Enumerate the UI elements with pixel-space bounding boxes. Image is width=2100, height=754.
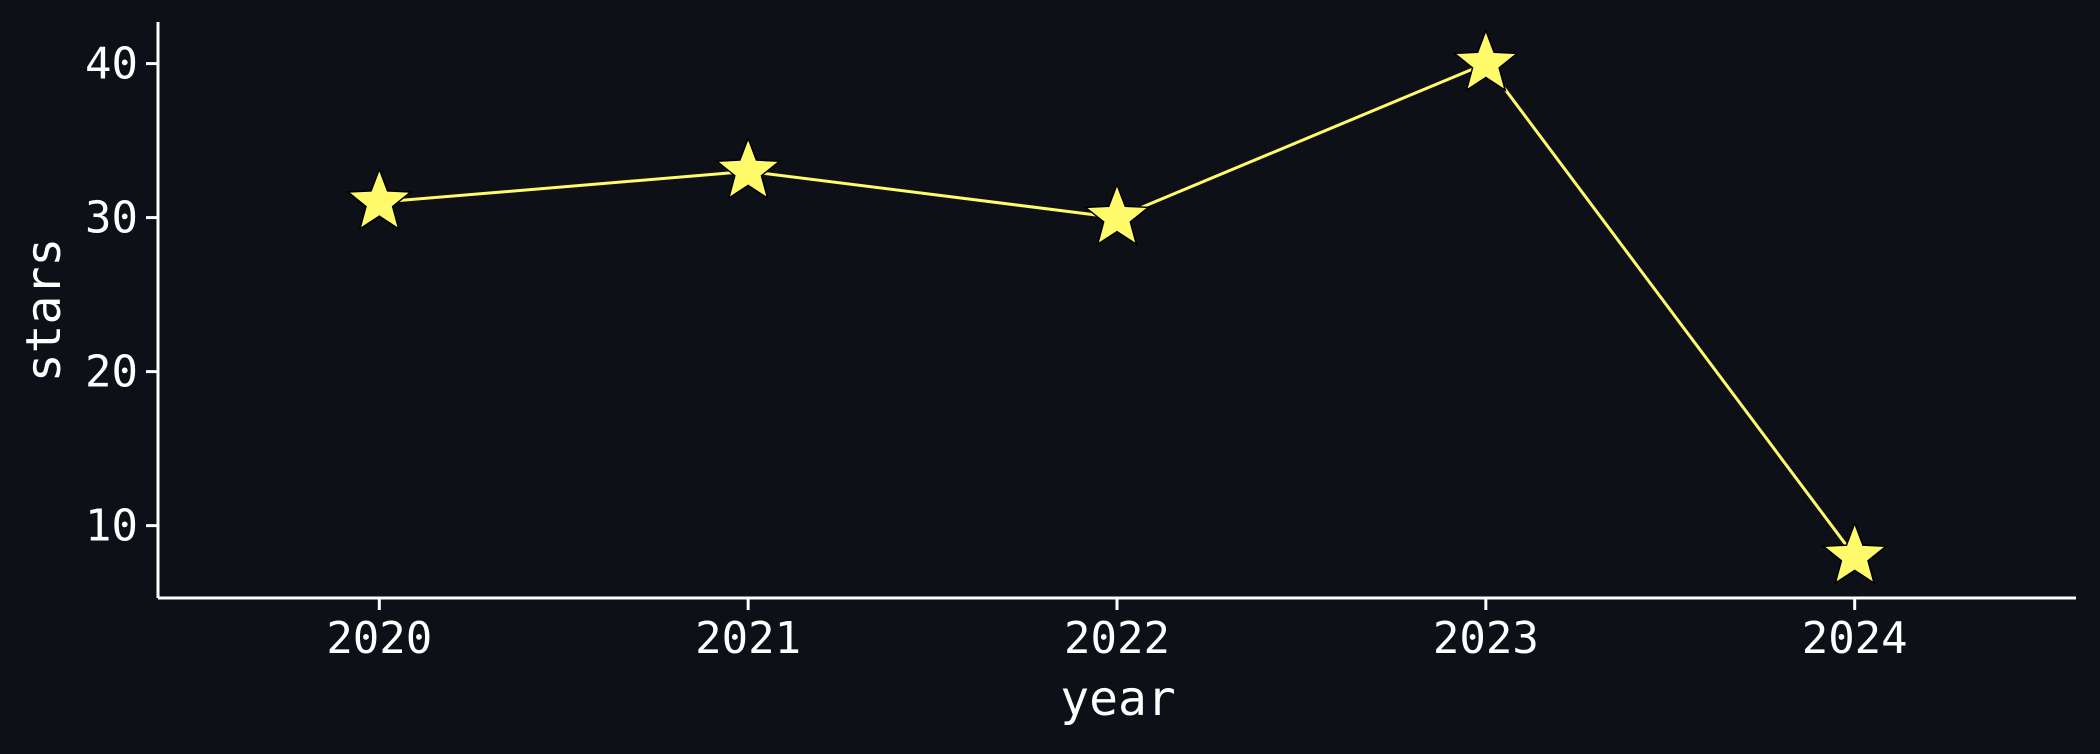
ticks: 10 20 30 40 2020 2021 2022 2023 2024	[85, 39, 1908, 664]
y-tick-label: 40	[85, 39, 138, 90]
x-tick-label: 2024	[1802, 613, 1908, 664]
star-point	[1821, 521, 1889, 585]
y-tick-label: 10	[85, 501, 138, 552]
y-tick-label: 20	[85, 347, 138, 398]
x-axis-label: year	[1060, 671, 1176, 727]
x-tick-label: 2022	[1064, 613, 1170, 664]
star-point	[714, 136, 782, 200]
star-point	[1452, 28, 1520, 92]
markers	[345, 28, 1889, 585]
star-point	[1083, 182, 1151, 247]
star-point	[345, 167, 413, 231]
y-axis-label: stars	[16, 238, 72, 383]
y-tick-label: 30	[85, 193, 138, 244]
x-tick-label: 2020	[326, 613, 432, 664]
x-tick-label: 2023	[1433, 613, 1539, 664]
x-tick-label: 2021	[695, 613, 801, 664]
